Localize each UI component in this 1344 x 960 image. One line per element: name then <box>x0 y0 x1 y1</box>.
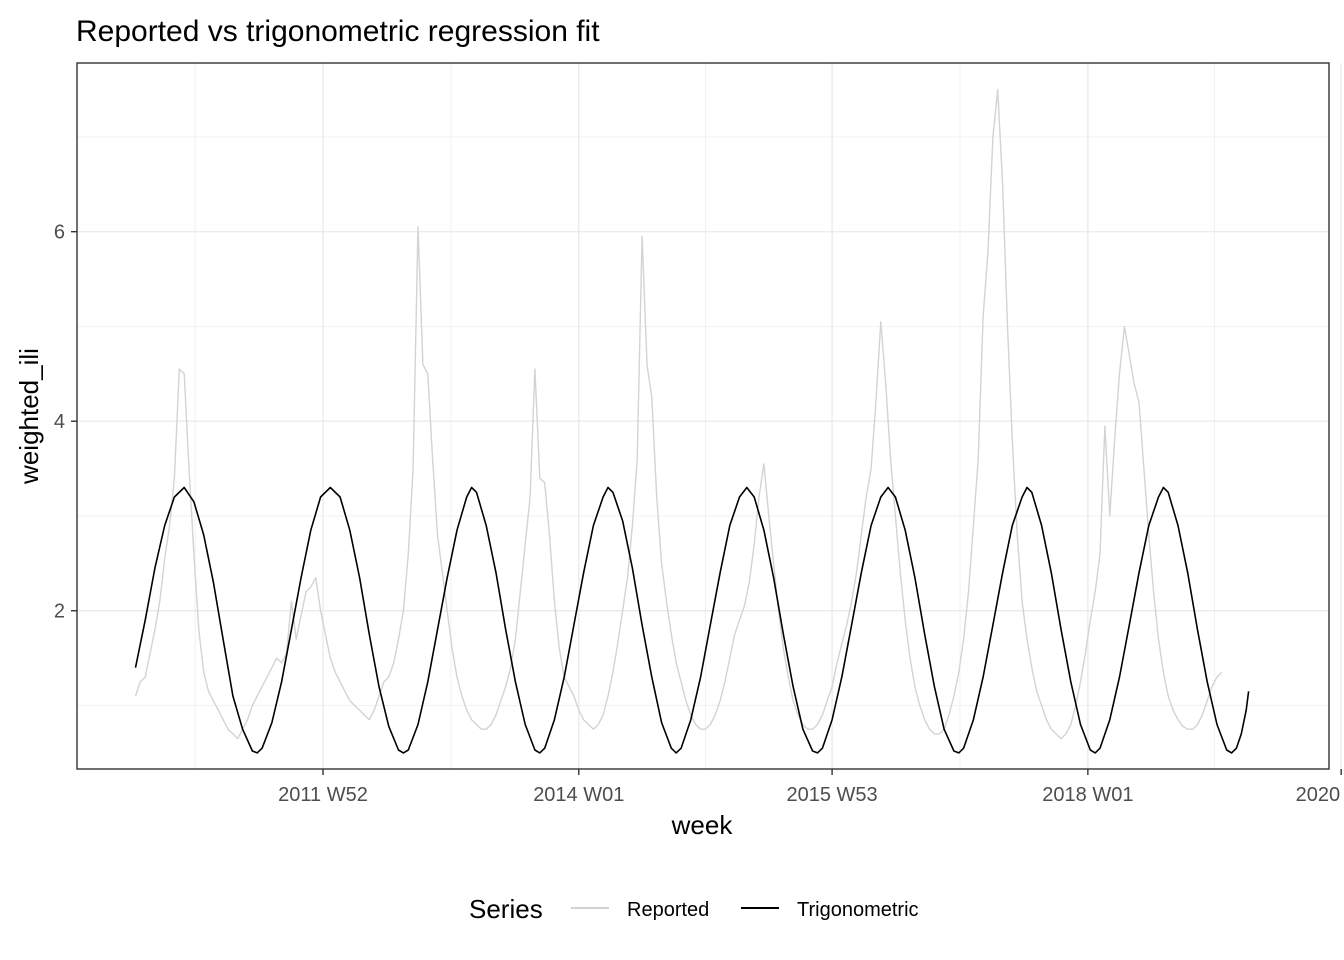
legend-label-reported: Reported <box>627 899 709 921</box>
x-tick-label: 2018 W01 <box>1042 784 1133 806</box>
y-tick-label: 2 <box>54 601 65 623</box>
series-line-reported <box>134 88 1223 740</box>
series-layer <box>134 88 1250 754</box>
legend-label-trigonometric: Trigonometric <box>797 899 919 921</box>
x-tick-label: 2011 W52 <box>278 784 368 806</box>
y-tick-label: 4 <box>54 411 65 433</box>
x-axis: 2011 W52 2014 W01 2015 W53 2018 W01 2020 W01 <box>278 769 1344 806</box>
x-tick-label: 2014 W01 <box>533 784 624 806</box>
legend: Series Reported Trigonometric <box>469 894 919 924</box>
y-axis-title: weighted_ili <box>14 348 44 485</box>
x-axis-title: week <box>671 810 734 840</box>
y-axis: 2 4 6 <box>54 222 77 623</box>
y-tick-label: 6 <box>54 222 65 244</box>
panel-background <box>77 63 1329 769</box>
plot-area <box>76 62 1342 770</box>
series-line-trigonometric <box>134 486 1250 754</box>
major-grid <box>77 63 1342 769</box>
x-tick-label: 2015 W53 <box>787 784 878 806</box>
x-tick-label: 2020 W01 <box>1296 784 1344 806</box>
chart-title: Reported vs trigonometric regression fit <box>76 15 600 48</box>
legend-title: Series <box>469 894 543 924</box>
panel-border <box>76 62 1330 770</box>
